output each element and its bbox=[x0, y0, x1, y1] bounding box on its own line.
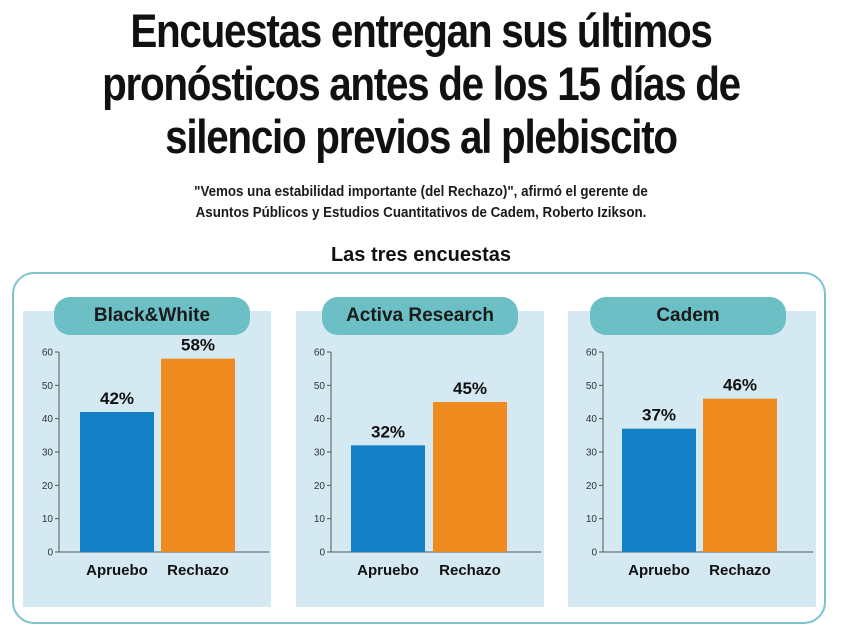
data-label: 32% bbox=[371, 422, 405, 441]
y-tick-label: 30 bbox=[42, 448, 54, 459]
chart-title-black-white: Black&White bbox=[54, 297, 250, 335]
y-tick-label: 0 bbox=[47, 548, 53, 559]
chart-title-activa-research: Activa Research bbox=[322, 297, 518, 335]
headline: Encuestas entregan sus últimos pronóstic… bbox=[59, 4, 783, 163]
y-tick-label: 50 bbox=[586, 381, 598, 392]
data-label: 45% bbox=[453, 379, 487, 398]
y-tick-label: 10 bbox=[586, 514, 598, 525]
y-tick-label: 20 bbox=[314, 481, 326, 492]
data-label: 37% bbox=[642, 406, 676, 425]
y-tick-label: 0 bbox=[591, 548, 597, 559]
bar-apruebo bbox=[351, 445, 425, 552]
bar-apruebo bbox=[622, 428, 696, 552]
y-tick-label: 50 bbox=[314, 381, 326, 392]
category-label: Apruebo bbox=[357, 562, 419, 579]
y-tick-label: 30 bbox=[314, 448, 326, 459]
y-tick-label: 20 bbox=[586, 481, 598, 492]
headline-line: Encuestas entregan sus últimos bbox=[130, 4, 713, 57]
y-tick-label: 40 bbox=[314, 414, 326, 425]
category-label: Rechazo bbox=[167, 562, 229, 579]
y-tick-label: 30 bbox=[586, 448, 598, 459]
category-label: Rechazo bbox=[439, 562, 501, 579]
y-tick-label: 20 bbox=[42, 481, 54, 492]
y-tick-label: 10 bbox=[42, 514, 54, 525]
y-tick-label: 60 bbox=[42, 348, 54, 359]
bar-rechazo bbox=[161, 358, 235, 552]
data-label: 58% bbox=[181, 336, 215, 355]
category-label: Apruebo bbox=[628, 562, 690, 579]
subhead-line: "Vemos una estabilidad importante (del R… bbox=[194, 184, 648, 200]
category-label: Apruebo bbox=[86, 562, 148, 579]
chart-title-cadem: Cadem bbox=[590, 297, 786, 335]
y-tick-label: 0 bbox=[319, 548, 325, 559]
y-tick-label: 40 bbox=[586, 414, 598, 425]
section-title: Las tres encuestas bbox=[330, 244, 512, 266]
bar-rechazo bbox=[433, 402, 507, 552]
headline-line: silencio previos al plebiscito bbox=[165, 110, 678, 163]
data-label: 42% bbox=[100, 389, 134, 408]
subhead: "Vemos una estabilidad importante (del R… bbox=[34, 182, 809, 224]
subhead-line: Asuntos Públicos y Estudios Cuantitativo… bbox=[195, 205, 647, 221]
headline-line: pronósticos antes de los 15 días de bbox=[102, 57, 741, 110]
y-tick-label: 60 bbox=[586, 348, 598, 359]
y-tick-label: 40 bbox=[42, 414, 54, 425]
bar-apruebo bbox=[80, 412, 154, 552]
bar-rechazo bbox=[703, 398, 777, 552]
category-label: Rechazo bbox=[709, 562, 771, 579]
data-label: 46% bbox=[723, 376, 757, 395]
y-tick-label: 50 bbox=[42, 381, 54, 392]
y-tick-label: 60 bbox=[314, 348, 326, 359]
y-tick-label: 10 bbox=[314, 514, 326, 525]
